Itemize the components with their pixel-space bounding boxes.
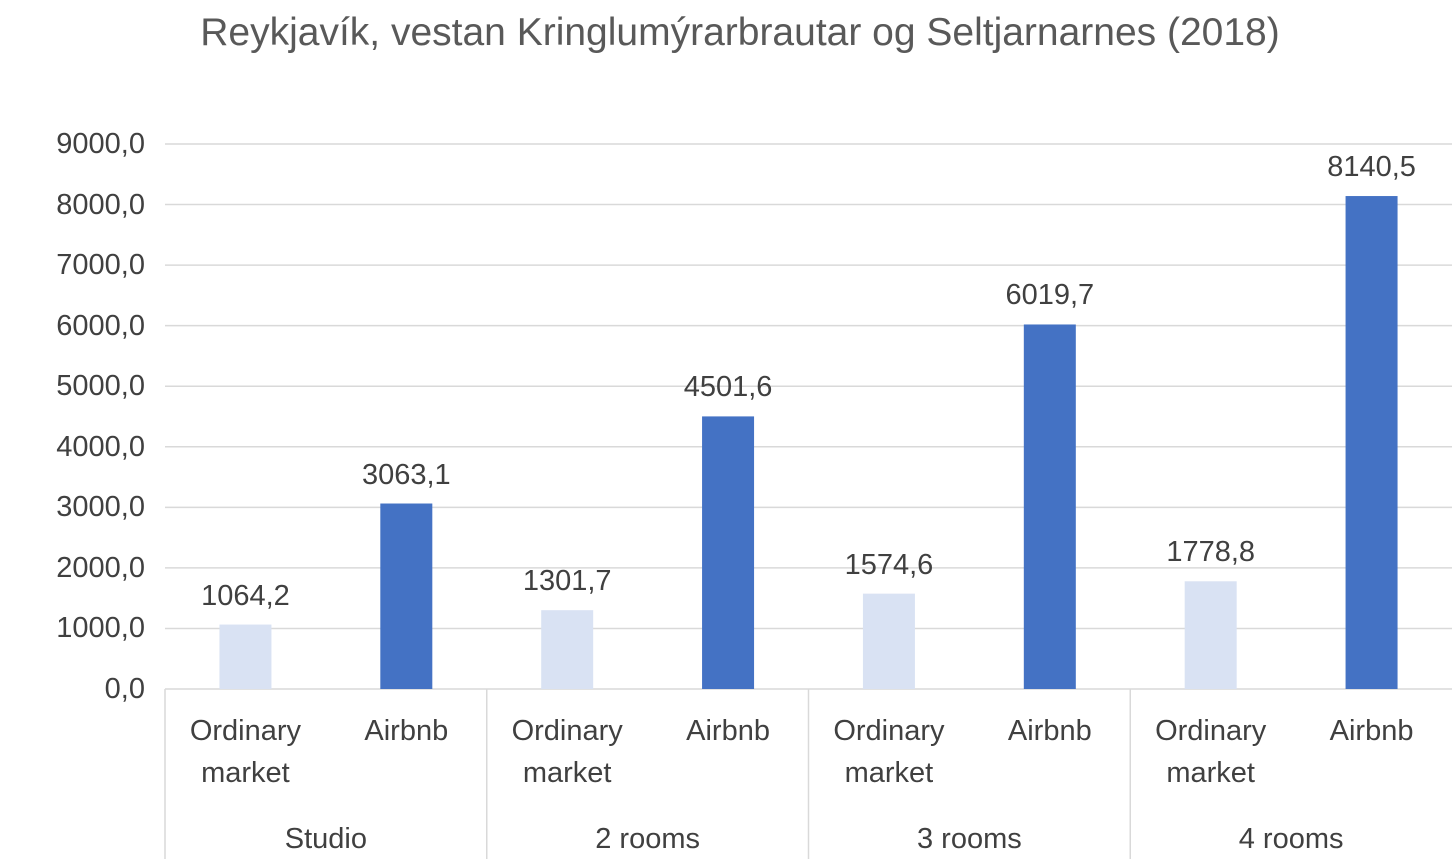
data-label: 1778,8	[1166, 536, 1256, 569]
x-tick-label: Ordinary market	[511, 715, 623, 789]
x-group-label: 2 rooms	[595, 823, 700, 855]
y-tick-label: 5000,0	[56, 370, 145, 403]
y-tick-label: 8000,0	[56, 188, 145, 221]
bar	[219, 624, 272, 689]
y-tick-label: 4000,0	[56, 430, 145, 463]
x-tick-label: Airbnb	[364, 715, 449, 747]
data-label: 1574,6	[844, 548, 934, 581]
x-tick-label: Ordinary market	[833, 715, 945, 789]
x-tick-label: Ordinary market	[1155, 715, 1267, 789]
x-group-label: Studio	[284, 823, 367, 855]
x-tick-label: Airbnb	[1329, 715, 1414, 747]
y-tick-label: 2000,0	[56, 551, 145, 584]
bar	[380, 503, 433, 689]
bar	[1345, 196, 1398, 690]
x-tick-label: Airbnb	[686, 715, 770, 747]
x-tick-label: Airbnb	[1007, 715, 1092, 747]
y-tick-label: 6000,0	[56, 309, 145, 342]
bar	[702, 416, 755, 689]
y-tick-label: 9000,0	[56, 128, 145, 160]
data-label: 6019,7	[1005, 279, 1095, 312]
y-tick-label: 3000,0	[56, 491, 145, 524]
data-label: 8140,5	[1327, 151, 1416, 184]
y-tick-label: 7000,0	[56, 249, 145, 282]
bar	[862, 593, 915, 689]
x-tick-label: Ordinary market	[189, 715, 302, 789]
bar	[541, 610, 594, 689]
chart-title: Reykjavík, vestan Kringlumýrarbrautar og…	[200, 11, 1280, 54]
y-tick-label: 0,0	[104, 673, 145, 705]
data-label: 4501,6	[683, 371, 773, 404]
x-group-label: 4 rooms	[1238, 823, 1344, 855]
x-group-label: 3 rooms	[916, 823, 1022, 855]
bar	[1184, 581, 1237, 689]
bar	[1023, 324, 1076, 689]
data-label: 1064,2	[201, 579, 290, 612]
data-label: 1301,7	[522, 565, 612, 598]
data-label: 3063,1	[361, 458, 451, 491]
y-tick-label: 1000,0	[56, 612, 145, 645]
